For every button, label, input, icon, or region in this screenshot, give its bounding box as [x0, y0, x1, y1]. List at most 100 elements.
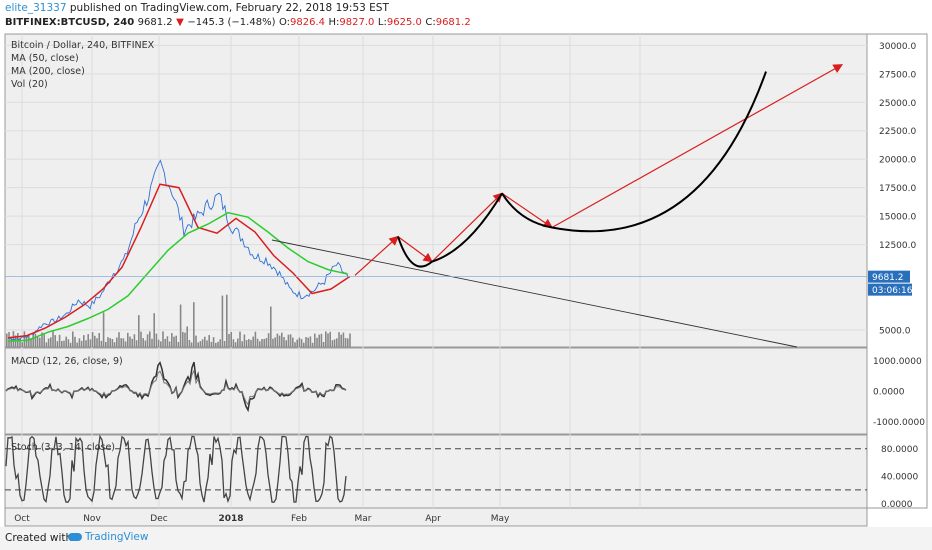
volume-bar — [307, 337, 309, 347]
volume-bar — [243, 334, 246, 347]
volume-bar — [331, 340, 334, 347]
volume-bar — [329, 331, 331, 347]
volume-bar — [228, 333, 230, 347]
projection-arrow — [431, 192, 503, 263]
stoch-y-label: 40.0000 — [881, 473, 918, 483]
volume-bar — [91, 332, 94, 347]
legend-stoch: Stoch (3, 3, 14, close) — [11, 442, 116, 453]
y-axis-ticks: 30000.0 27500.0 25000.0 22500.0 20000.0 17500… — [873, 42, 925, 510]
volume-bar — [19, 337, 21, 347]
volume-bar — [124, 341, 127, 347]
volume-bar — [162, 331, 164, 347]
volume-bar — [6, 333, 8, 347]
volume-bar — [105, 341, 107, 347]
projection-curve-2 — [501, 71, 767, 233]
grid-lines — [5, 34, 867, 508]
volume-bar — [320, 333, 323, 347]
volume-bar — [347, 338, 349, 347]
open-value: 9826.4 — [290, 17, 326, 28]
volume-bar — [234, 342, 237, 347]
stoch-pane — [4, 434, 868, 509]
volume-bar — [274, 337, 276, 347]
volume-bar — [314, 333, 316, 347]
close-label: C: — [425, 17, 436, 28]
high-label: H: — [328, 17, 340, 28]
volume-bar — [122, 338, 125, 347]
volume-bar — [292, 337, 294, 347]
volume-bar — [256, 338, 259, 347]
x-tick-label: Mar — [355, 514, 372, 524]
volume-bar — [327, 333, 329, 347]
projection-arrow — [354, 235, 399, 276]
legend-macd: MACD (12, 26, close, 9) — [11, 356, 123, 367]
volume-bar — [87, 334, 89, 347]
volume-bar — [120, 338, 122, 347]
volume-bar — [287, 334, 290, 347]
volume-bar — [263, 339, 265, 347]
stoch-lines — [5, 434, 867, 504]
volume-bar — [138, 315, 140, 347]
volume-bar — [56, 341, 59, 347]
volume-bar — [340, 334, 342, 347]
volume-bar — [270, 306, 272, 347]
volume-bar — [129, 336, 131, 347]
volume-bar — [78, 338, 81, 347]
volume-bar — [298, 337, 301, 347]
x-tick-label: Apr — [425, 514, 441, 524]
price-value: 9681.2 — [137, 17, 173, 28]
volume-bar — [219, 339, 221, 347]
close-value: 9681.2 — [435, 17, 471, 28]
volume-bar — [89, 339, 92, 347]
volume-bar — [336, 338, 338, 347]
countdown-badge — [868, 283, 912, 296]
volume-bar — [45, 342, 48, 347]
volume-bar — [300, 339, 303, 347]
last-price-text: 9681.2 — [872, 273, 904, 283]
volume-bar — [199, 341, 202, 347]
ma50-line — [7, 183, 351, 339]
volume-bar — [149, 331, 151, 347]
chart-canvas[interactable]: 30000.0 27500.0 25000.0 22500.0 20000.0 17500… — [0, 0, 932, 527]
volume-bar — [254, 331, 257, 347]
volume-bar — [311, 342, 314, 347]
volume-bar — [210, 341, 213, 347]
volume-bar — [135, 340, 138, 347]
macd-signal-line — [5, 369, 347, 406]
volume-bar — [193, 302, 195, 347]
volume-bar — [283, 337, 285, 347]
volume-bar — [102, 312, 105, 347]
volume-bar — [309, 336, 312, 347]
author-link[interactable]: elite_31337 — [5, 2, 67, 14]
volume-bar — [177, 341, 180, 347]
volume-bar — [285, 340, 287, 347]
legend-ma200: MA (200, close) — [11, 66, 85, 77]
volume-bar — [116, 337, 118, 347]
tradingview-link[interactable]: TradingView — [68, 531, 148, 543]
volume-bar — [208, 335, 210, 347]
change-value: −145.3 (−1.48%) — [187, 17, 276, 28]
volume-bar — [50, 337, 52, 347]
volume-bar — [58, 334, 61, 347]
volume-bar — [179, 304, 182, 347]
volume-bar — [278, 335, 281, 347]
volume-bar — [212, 337, 215, 347]
x-axis-ticks: Oct Nov Dec 2018 Feb Mar Apr May — [14, 514, 510, 524]
volume-bar — [25, 336, 28, 347]
volume-bar — [28, 335, 30, 347]
volume-bar — [333, 339, 336, 347]
volume-bar — [296, 339, 298, 347]
volume-bar — [32, 333, 34, 347]
projection-curve-1 — [397, 192, 503, 268]
volume-bar — [80, 340, 83, 347]
symbol-label: BITFINEX:BTCUSD, 240 — [5, 17, 135, 28]
stoch-y-label: 80.0000 — [881, 445, 918, 455]
volume-bar — [100, 340, 103, 347]
volume-bar — [21, 342, 23, 347]
volume-bar — [157, 339, 160, 347]
volume-bar — [248, 339, 250, 347]
volume-bar — [186, 326, 188, 347]
volume-bar — [151, 338, 153, 347]
volume-bar — [47, 338, 50, 347]
macd-lines — [5, 361, 347, 413]
volume-bar — [171, 333, 173, 347]
